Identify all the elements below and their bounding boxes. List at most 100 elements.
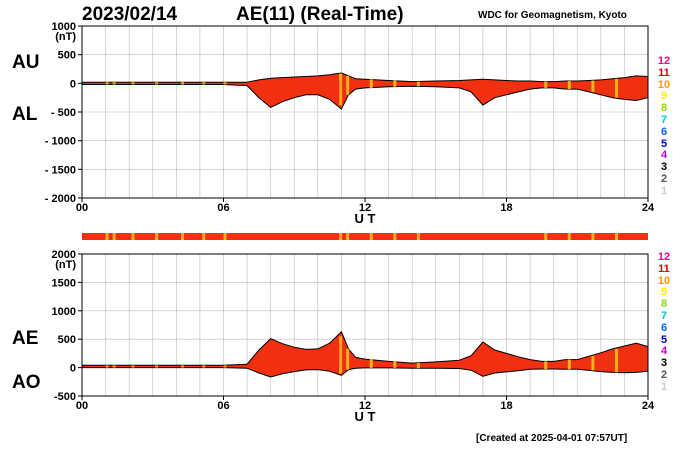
- source-label: WDC for Geomagnetism, Kyoto: [478, 10, 627, 21]
- quality-highlight-strip: [346, 348, 350, 370]
- x-tick-label: 06: [217, 400, 229, 412]
- quality-highlight-strip: [393, 361, 397, 368]
- quality-highlight-strip: [416, 81, 420, 87]
- x-tick-label: 06: [217, 202, 229, 214]
- color-scale-level-3: 3: [660, 357, 668, 370]
- series-line-au: [82, 72, 649, 83]
- color-scale-level-2: 2: [660, 368, 668, 381]
- x-tick-label: 12: [359, 202, 371, 214]
- au-label: AU: [12, 52, 40, 73]
- quality-bar-highlight: [567, 233, 571, 240]
- y-tick-label: 1000: [52, 306, 76, 318]
- quality-bar-highlight: [181, 233, 185, 240]
- color-scale-level-3: 3: [660, 161, 668, 174]
- quality-bar-highlight: [591, 233, 595, 240]
- color-scale-level-8: 8: [660, 102, 668, 115]
- color-scale-level-7: 7: [660, 113, 668, 126]
- quality-highlight-strip: [339, 336, 343, 374]
- x-tick-label: 24: [642, 202, 655, 214]
- y-tick-label: -500: [54, 391, 76, 403]
- quality-bar-highlight: [155, 233, 159, 240]
- quality-highlight-strip: [202, 365, 206, 368]
- ao-label: AO: [12, 372, 41, 393]
- series-line-ao: [82, 367, 649, 378]
- date-label: 2023/02/14: [82, 4, 178, 25]
- quality-highlight-strip: [105, 365, 109, 368]
- quality-highlight-strip: [181, 82, 185, 85]
- y-tick-label: - 1500: [45, 164, 76, 176]
- color-scale-level-5: 5: [660, 137, 668, 150]
- y-tick-label: 1000: [52, 21, 76, 33]
- y-axis-unit: (nT): [55, 31, 76, 43]
- x-axis-label: U T: [355, 211, 376, 226]
- quality-highlight-strip: [567, 81, 571, 90]
- quality-highlight-strip: [223, 365, 227, 368]
- quality-highlight-strip: [131, 365, 135, 368]
- quality-highlight-strip: [112, 82, 116, 85]
- color-scale-level-12: 12: [657, 251, 671, 263]
- quality-highlight-strip: [544, 361, 548, 370]
- x-axis-label: U T: [355, 409, 376, 424]
- quality-highlight-strip: [393, 80, 397, 87]
- y-tick-label: 500: [58, 334, 76, 346]
- color-scale-level-11: 11: [658, 66, 670, 79]
- quality-bar-highlight: [131, 233, 135, 240]
- quality-bar-highlight: [346, 233, 350, 240]
- x-tick-label: 18: [500, 202, 512, 214]
- color-scale-level-11: 11: [658, 262, 670, 275]
- quality-highlight-strip: [339, 73, 343, 106]
- quality-highlight-strip: [155, 365, 159, 368]
- chart-panel-1: 1000 500 0 - 500 - 1000 - 1500 - 2000 (nT) 00 06 1…: [45, 21, 655, 226]
- quality-bar-highlight: [339, 233, 343, 240]
- y-tick-label: 1500: [52, 277, 76, 289]
- color-scale-level-9: 9: [660, 90, 668, 103]
- quality-highlight-strip: [416, 363, 420, 369]
- x-tick-label: 24: [642, 400, 655, 412]
- quality-highlight-strip: [614, 348, 618, 373]
- color-scale-level-10: 10: [657, 274, 671, 287]
- color-scale-level-10: 10: [657, 78, 671, 91]
- quality-highlight-strip: [591, 356, 595, 371]
- color-scale-level-4: 4: [660, 149, 668, 162]
- quality-bar-highlight: [416, 233, 420, 240]
- quality-highlight-strip: [369, 359, 373, 368]
- series-line-al: [82, 84, 649, 110]
- quality-bar-highlight: [223, 233, 227, 240]
- quality-bar-highlight: [105, 233, 109, 240]
- quality-highlight-strip: [591, 80, 595, 92]
- series-line-ae: [82, 330, 649, 366]
- quality-bar-highlight: [202, 233, 206, 240]
- quality-highlight-strip: [202, 82, 206, 85]
- quality-highlight-strip: [105, 82, 109, 85]
- color-scale-top: 12 11 10 9 8 7 6 5 4 3 2 1: [656, 55, 672, 198]
- quality-bar-highlight: [112, 233, 116, 240]
- color-scale-bottom: 12 11 10 9 8 7 6 5 4 3 2 1: [656, 251, 672, 394]
- color-scale-level-4: 4: [660, 345, 668, 358]
- quality-highlight-strip: [369, 79, 373, 88]
- y-axis-unit: (nT): [55, 259, 76, 271]
- quality-highlight-strip: [567, 359, 571, 370]
- index-fill-area: [82, 73, 648, 110]
- quality-highlight-strip: [131, 82, 135, 85]
- y-tick-label: 500: [58, 50, 76, 62]
- quality-highlight-strip: [223, 82, 227, 85]
- al-label: AL: [12, 104, 38, 125]
- y-tick-label: 0: [70, 78, 76, 90]
- color-scale-level-1: 1: [660, 184, 668, 197]
- x-tick-label: 18: [500, 400, 512, 412]
- color-scale-level-8: 8: [660, 298, 668, 311]
- quality-bar-highlight: [393, 233, 397, 240]
- y-tick-label: - 2000: [45, 193, 76, 205]
- quality-highlight-strip: [614, 78, 618, 98]
- quality-bar: [82, 233, 648, 240]
- quality-highlight-strip: [112, 365, 116, 368]
- color-scale-level-6: 6: [660, 125, 668, 138]
- quality-highlight-strip: [181, 365, 185, 368]
- y-tick-label: 2000: [52, 249, 76, 261]
- created-timestamp: [Created at 2025-04-01 07:57UT]: [476, 433, 628, 444]
- x-tick-label: 12: [359, 400, 371, 412]
- ae-label: AE: [12, 328, 39, 349]
- quality-bar-highlight: [614, 233, 618, 240]
- color-scale-level-5: 5: [660, 333, 668, 346]
